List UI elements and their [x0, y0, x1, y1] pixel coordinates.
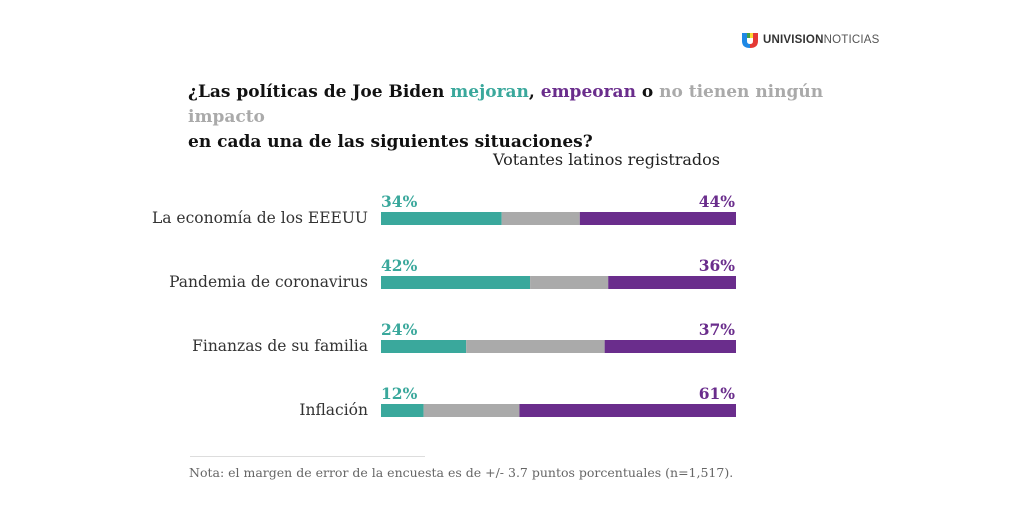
category-label: Finanzas de su familia [192, 337, 368, 355]
better-percent-label: 12% [381, 384, 418, 403]
title-better-word: mejoran [450, 82, 529, 102]
title-worse-word: empeoran [540, 82, 636, 102]
title-line-2: en cada una de las siguientes situacione… [188, 132, 593, 152]
chart-title: ¿Las políticas de Joe Biden mejoran, emp… [188, 80, 868, 155]
bar-segment-better [381, 404, 424, 417]
chart-subtitle: Votantes latinos registrados [493, 150, 721, 169]
title-part-2: , [528, 82, 541, 102]
category-label: La economía de los EEEUU [152, 209, 368, 227]
bar-segment-better [381, 212, 502, 225]
bar-segment-worse [579, 212, 736, 225]
bar-segment-better [381, 276, 531, 289]
title-none-phrase: no tienen ningún impacto [188, 82, 824, 127]
better-percent-label: 24% [381, 320, 418, 339]
worse-percent-label: 37% [699, 320, 736, 339]
note-divider [190, 456, 425, 457]
bar-segment-worse [604, 340, 736, 353]
univision-logo-icon [742, 33, 758, 48]
univision-noticias-logo: UNIVISIONNOTICIAS [741, 30, 880, 50]
bar-segment-worse [519, 404, 736, 417]
title-part-3: o [635, 82, 660, 102]
bar-segment-none [466, 340, 605, 353]
better-percent-label: 34% [381, 192, 418, 211]
category-label: Pandemia de coronavirus [169, 273, 368, 291]
brand-name-strong: UNIVISION [763, 34, 824, 46]
better-percent-label: 42% [381, 256, 418, 275]
bar-segment-none [501, 212, 580, 225]
bar-segment-worse [608, 276, 736, 289]
title-part-1: ¿Las políticas de Joe Biden [188, 82, 451, 102]
bar-segment-better [381, 340, 467, 353]
worse-percent-label: 61% [699, 384, 736, 403]
footnote: Nota: el margen de error de la encuesta … [189, 465, 734, 480]
worse-percent-label: 36% [699, 256, 736, 275]
brand-name: UNIVISIONNOTICIAS [763, 34, 880, 46]
bar-segment-none [530, 276, 609, 289]
brand-name-light: NOTICIAS [823, 34, 880, 46]
category-label: Inflación [299, 401, 368, 419]
worse-percent-label: 44% [699, 192, 736, 211]
bar-segment-none [423, 404, 520, 417]
